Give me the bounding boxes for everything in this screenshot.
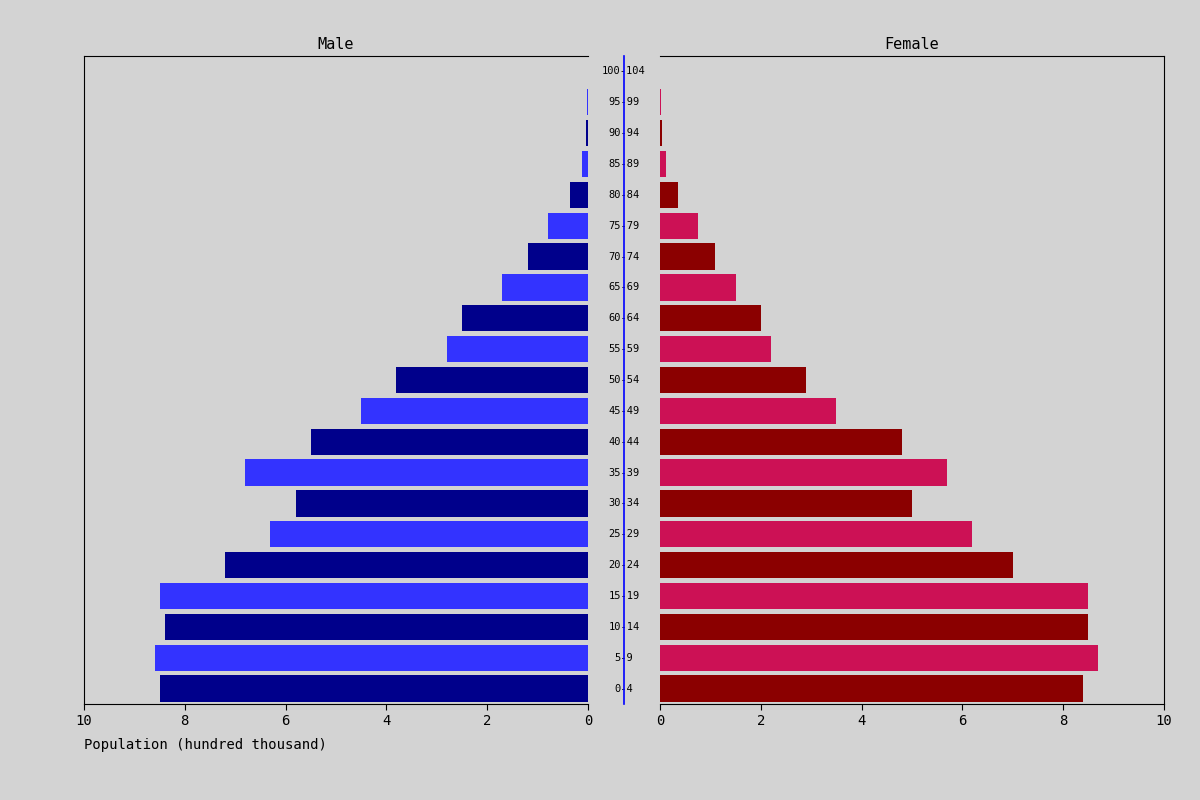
Text: 15-19: 15-19 bbox=[608, 591, 640, 601]
Bar bbox=[164, 614, 588, 640]
Bar bbox=[155, 645, 588, 671]
Bar bbox=[660, 552, 1013, 578]
Text: 85-89: 85-89 bbox=[608, 159, 640, 169]
Text: 20-24: 20-24 bbox=[608, 560, 640, 570]
Bar bbox=[547, 213, 588, 239]
Text: 0-4: 0-4 bbox=[614, 683, 634, 694]
Title: Male: Male bbox=[318, 37, 354, 52]
Text: 5-9: 5-9 bbox=[614, 653, 634, 662]
Text: Population (hundred thousand): Population (hundred thousand) bbox=[84, 738, 326, 752]
Bar bbox=[582, 151, 588, 177]
Bar bbox=[586, 120, 588, 146]
Bar bbox=[660, 398, 836, 424]
Text: 10-14: 10-14 bbox=[608, 622, 640, 632]
Text: 95-99: 95-99 bbox=[608, 98, 640, 107]
Text: 100-104: 100-104 bbox=[602, 66, 646, 77]
Bar bbox=[660, 675, 1084, 702]
Bar bbox=[660, 120, 662, 146]
Bar bbox=[660, 459, 947, 486]
Text: 45-49: 45-49 bbox=[608, 406, 640, 416]
Bar bbox=[660, 614, 1088, 640]
Bar bbox=[396, 367, 588, 393]
Text: 80-84: 80-84 bbox=[608, 190, 640, 200]
Bar bbox=[660, 367, 806, 393]
Bar bbox=[361, 398, 588, 424]
Bar bbox=[503, 274, 588, 301]
Text: 25-29: 25-29 bbox=[608, 530, 640, 539]
Bar bbox=[660, 151, 666, 177]
Text: 65-69: 65-69 bbox=[608, 282, 640, 293]
Bar bbox=[660, 521, 972, 547]
Bar bbox=[660, 274, 736, 301]
Text: 75-79: 75-79 bbox=[608, 221, 640, 230]
Bar bbox=[446, 336, 588, 362]
Bar bbox=[660, 243, 715, 270]
Bar bbox=[245, 459, 588, 486]
Bar bbox=[660, 182, 678, 208]
Bar bbox=[660, 336, 770, 362]
Bar bbox=[226, 552, 588, 578]
Text: 30-34: 30-34 bbox=[608, 498, 640, 509]
Bar bbox=[660, 429, 902, 455]
Title: Female: Female bbox=[884, 37, 940, 52]
Bar bbox=[462, 305, 588, 331]
Bar bbox=[311, 429, 588, 455]
Text: 40-44: 40-44 bbox=[608, 437, 640, 446]
Bar bbox=[160, 583, 588, 609]
Text: 70-74: 70-74 bbox=[608, 251, 640, 262]
Text: 60-64: 60-64 bbox=[608, 314, 640, 323]
Text: 55-59: 55-59 bbox=[608, 344, 640, 354]
Bar bbox=[660, 490, 912, 517]
Bar bbox=[570, 182, 588, 208]
Text: 50-54: 50-54 bbox=[608, 375, 640, 385]
Text: 90-94: 90-94 bbox=[608, 128, 640, 138]
Bar bbox=[660, 645, 1098, 671]
Bar bbox=[160, 675, 588, 702]
Text: 35-39: 35-39 bbox=[608, 467, 640, 478]
Bar bbox=[295, 490, 588, 517]
Bar bbox=[270, 521, 588, 547]
Bar bbox=[528, 243, 588, 270]
Bar bbox=[660, 583, 1088, 609]
Bar bbox=[660, 305, 761, 331]
Bar bbox=[660, 213, 698, 239]
